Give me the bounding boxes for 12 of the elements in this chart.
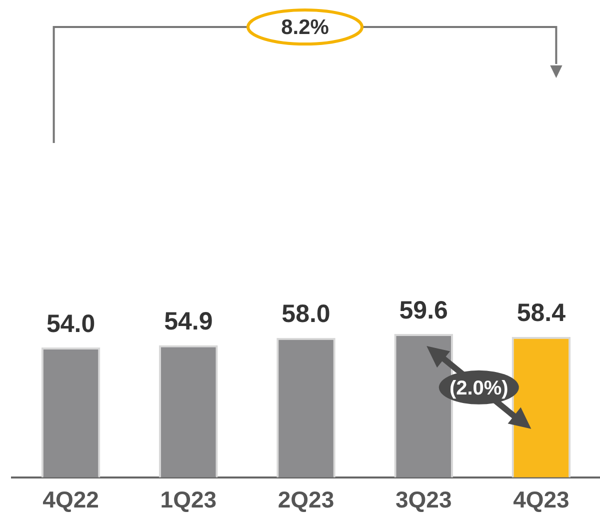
x-tick-label: 3Q23	[395, 486, 452, 513]
data-label: 59.6	[399, 296, 448, 324]
data-label: 58.4	[516, 299, 566, 328]
data-label: 54.0	[46, 310, 96, 338]
text: 8.2%	[281, 16, 330, 39]
data-label: 54.9	[164, 308, 213, 336]
x-tick-label: 4Q22	[42, 486, 99, 513]
annotation: (2.0%)	[449, 377, 508, 400]
x-tick-label: 2Q23	[278, 486, 334, 513]
x-tick-label: 1Q23	[160, 486, 217, 513]
data-label: 58.0	[282, 300, 330, 328]
x-tick-label: 4Q23	[513, 486, 570, 513]
